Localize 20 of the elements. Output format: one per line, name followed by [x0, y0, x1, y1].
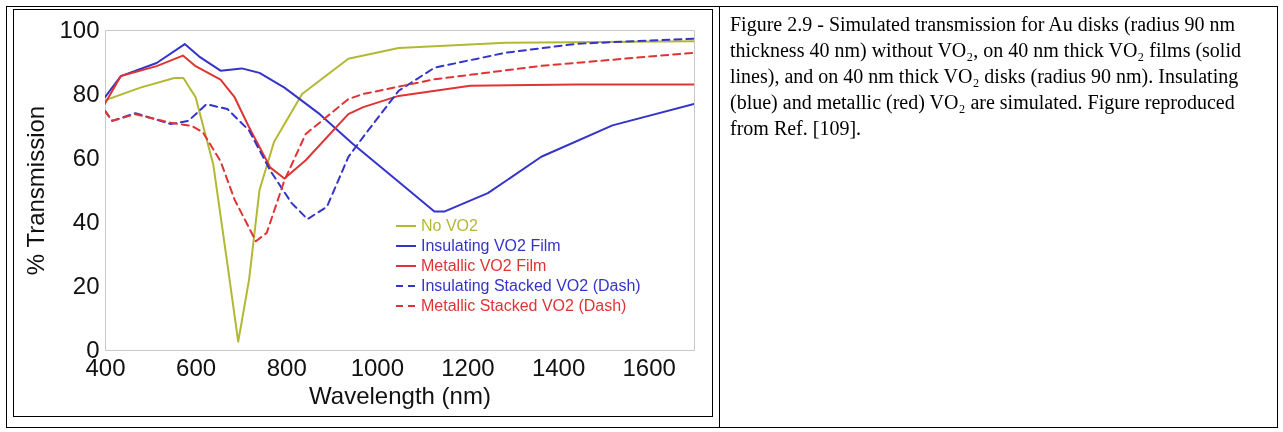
- x-tick-label: 600: [176, 353, 217, 381]
- x-tick-label: 1000: [350, 353, 405, 381]
- line-series: [105, 40, 694, 343]
- legend-label: Metallic VO2 Film: [421, 257, 547, 274]
- legend-label: Insulating Stacked VO2 (Dash): [421, 277, 641, 294]
- x-tick-label: 1400: [531, 353, 586, 381]
- y-tick-label: 100: [59, 15, 100, 43]
- legend-label: No VO2: [421, 217, 479, 234]
- caption: Figure 2.9 - Simulated transmission for Au disks (radius 90 nm thickness 40 nm) without VO₂, on 40 nm thick VO₂ films (solid lines), and on 40 nm thick VO₂ disks (radius 90 nm). Insulating (blue) and metallic (red) VO₂ are simulated. Figure reproduced from Ref. [109].: [730, 12, 1242, 141]
- x-tick-label: 1200: [441, 353, 495, 381]
- y-tick-label: 40: [72, 207, 100, 235]
- x-tick-label: 800: [266, 353, 307, 381]
- y-tick-label: 80: [72, 79, 100, 107]
- y-tick-label: 20: [72, 271, 100, 299]
- legend-label: Insulating VO2 Film: [421, 237, 561, 254]
- y-tick-label: 60: [72, 143, 100, 171]
- legend-label: Metallic Stacked VO2 (Dash): [421, 297, 627, 314]
- x-axis-title: Wavelength (nm): [309, 381, 491, 409]
- x-tick-label: 1600: [622, 353, 676, 381]
- y-axis-title: % Transmission: [22, 105, 50, 276]
